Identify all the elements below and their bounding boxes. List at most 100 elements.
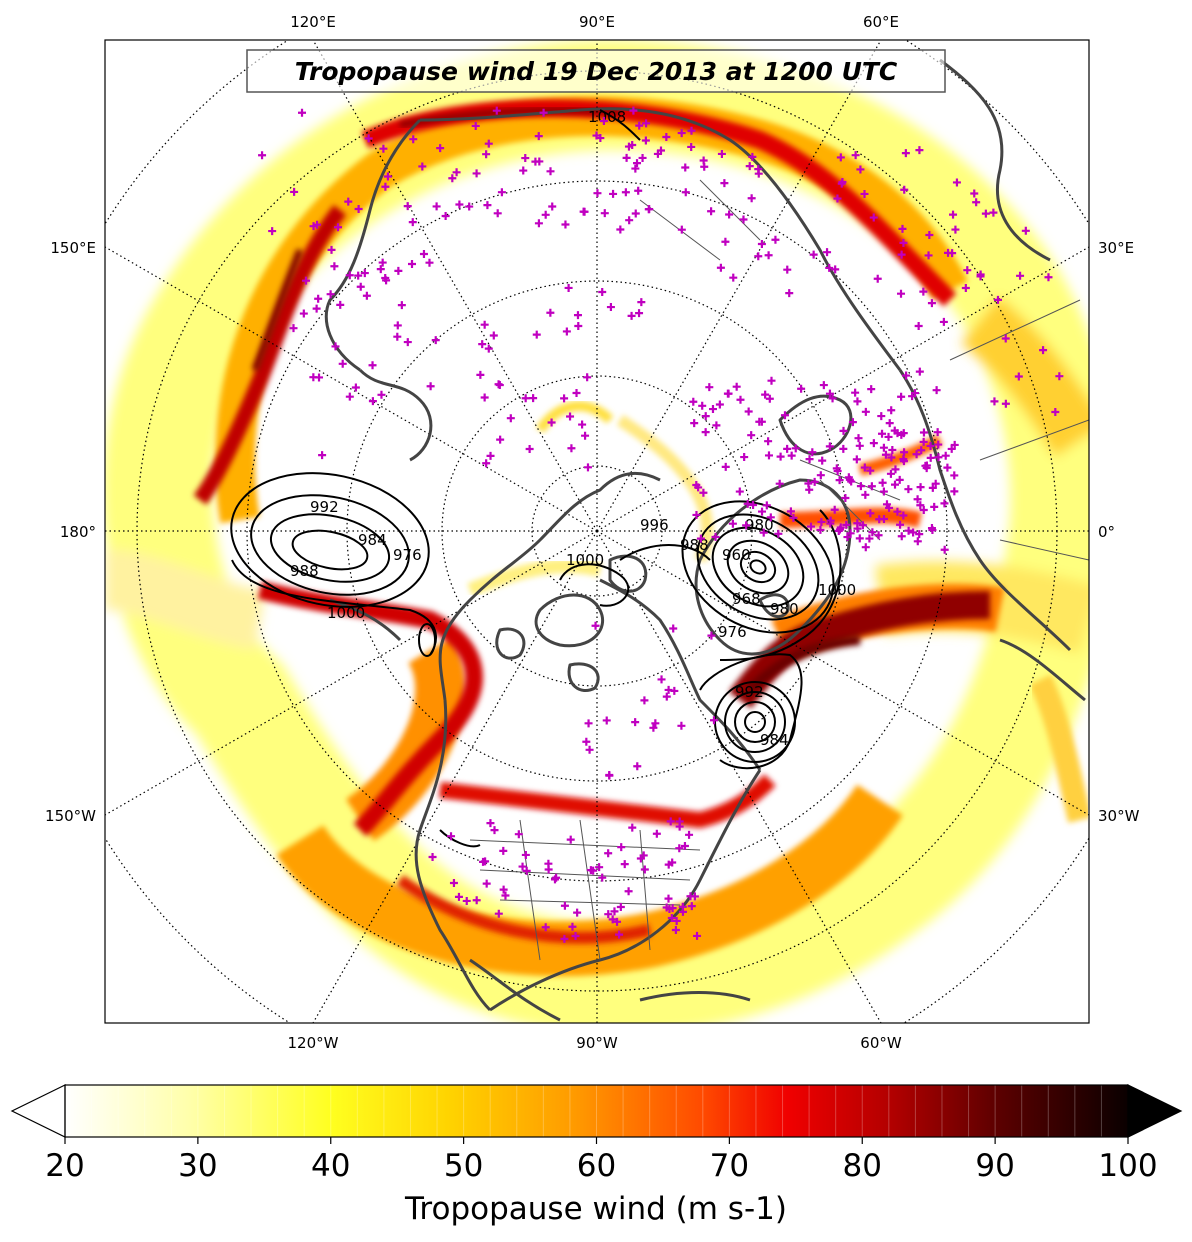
station-marker <box>631 164 640 173</box>
coastlines <box>324 58 1086 1022</box>
station-marker <box>627 311 636 320</box>
station-marker <box>631 209 640 218</box>
station-marker <box>482 459 491 468</box>
station-marker <box>447 832 456 841</box>
station-marker <box>963 266 972 275</box>
station-marker <box>685 830 694 839</box>
station-marker <box>785 289 794 298</box>
station-marker <box>885 419 894 428</box>
lon-label-right: 0° <box>1098 523 1115 541</box>
station-marker <box>774 529 783 538</box>
station-marker <box>501 891 510 900</box>
station-marker <box>950 440 959 449</box>
station-marker <box>899 511 908 520</box>
colorbar-tick-label: 50 <box>444 1148 483 1184</box>
station-marker <box>804 479 813 488</box>
station-marker <box>932 386 941 395</box>
station-marker <box>602 716 611 725</box>
station-marker <box>409 135 418 144</box>
station-marker <box>878 478 887 487</box>
station-marker <box>483 201 492 210</box>
station-marker <box>419 250 428 259</box>
station-marker <box>344 197 353 206</box>
station-marker <box>990 397 999 406</box>
station-marker <box>928 483 937 492</box>
station-marker <box>899 238 908 247</box>
station-marker <box>472 169 481 178</box>
station-marker <box>436 144 445 153</box>
station-marker <box>664 685 673 694</box>
station-marker <box>634 186 643 195</box>
station-marker <box>902 371 911 380</box>
station-marker <box>532 330 541 339</box>
station-marker <box>492 106 501 115</box>
station-marker <box>981 209 990 218</box>
station-marker <box>928 526 937 535</box>
station-marker <box>887 453 896 462</box>
station-marker <box>694 483 703 492</box>
station-marker <box>818 456 827 465</box>
station-marker <box>484 139 493 148</box>
station-markers <box>258 106 1064 943</box>
station-marker <box>640 865 649 874</box>
station-marker <box>393 332 402 341</box>
colorbar-tick-label: 70 <box>710 1148 749 1184</box>
station-marker <box>915 530 924 539</box>
colorbar-tick-label: 60 <box>577 1148 616 1184</box>
station-marker <box>592 131 601 140</box>
station-marker <box>567 444 576 453</box>
station-marker <box>480 320 489 329</box>
station-marker <box>425 258 434 267</box>
lon-label-top: 90°E <box>579 13 615 31</box>
station-marker <box>494 380 503 389</box>
station-marker <box>745 162 754 171</box>
station-marker <box>499 846 508 855</box>
station-marker <box>817 517 826 526</box>
station-marker <box>336 300 345 309</box>
station-marker <box>635 121 644 130</box>
station-marker <box>717 149 726 158</box>
station-marker <box>669 624 678 633</box>
station-marker <box>312 304 321 313</box>
pressure-label: 976 <box>393 546 422 564</box>
station-marker <box>830 505 839 514</box>
station-marker <box>825 263 834 272</box>
station-marker <box>582 737 591 746</box>
pressure-label: 1000 <box>818 581 856 599</box>
station-marker <box>301 276 310 285</box>
station-marker <box>651 719 660 728</box>
station-marker <box>879 514 888 523</box>
station-marker <box>764 451 773 460</box>
station-marker <box>775 479 784 488</box>
map-title: Tropopause wind 19 Dec 2013 at 1200 UTC <box>295 57 898 86</box>
station-marker <box>525 445 534 454</box>
station-marker <box>522 866 531 875</box>
station-marker <box>856 482 865 491</box>
station-marker <box>931 479 940 488</box>
station-marker <box>640 696 649 705</box>
station-marker <box>653 149 662 158</box>
station-marker <box>318 451 327 460</box>
station-marker <box>397 301 406 310</box>
station-marker <box>531 157 540 166</box>
station-marker <box>662 692 671 701</box>
station-marker <box>334 223 343 232</box>
station-marker <box>767 376 776 385</box>
station-marker <box>481 857 490 866</box>
station-marker <box>449 878 458 887</box>
station-marker <box>836 153 845 162</box>
colorbar-tick-label: 90 <box>975 1148 1014 1184</box>
station-marker <box>747 431 756 440</box>
station-marker <box>699 156 708 165</box>
station-marker <box>705 383 714 392</box>
colorbar-tick-label: 30 <box>178 1148 217 1184</box>
station-marker <box>360 269 369 278</box>
station-marker <box>452 168 461 177</box>
station-marker <box>893 429 902 438</box>
station-marker <box>331 342 340 351</box>
station-marker <box>749 500 758 509</box>
pressure-label: 980 <box>745 516 774 534</box>
station-marker <box>338 359 347 368</box>
station-marker <box>823 248 832 257</box>
station-marker <box>699 488 708 497</box>
